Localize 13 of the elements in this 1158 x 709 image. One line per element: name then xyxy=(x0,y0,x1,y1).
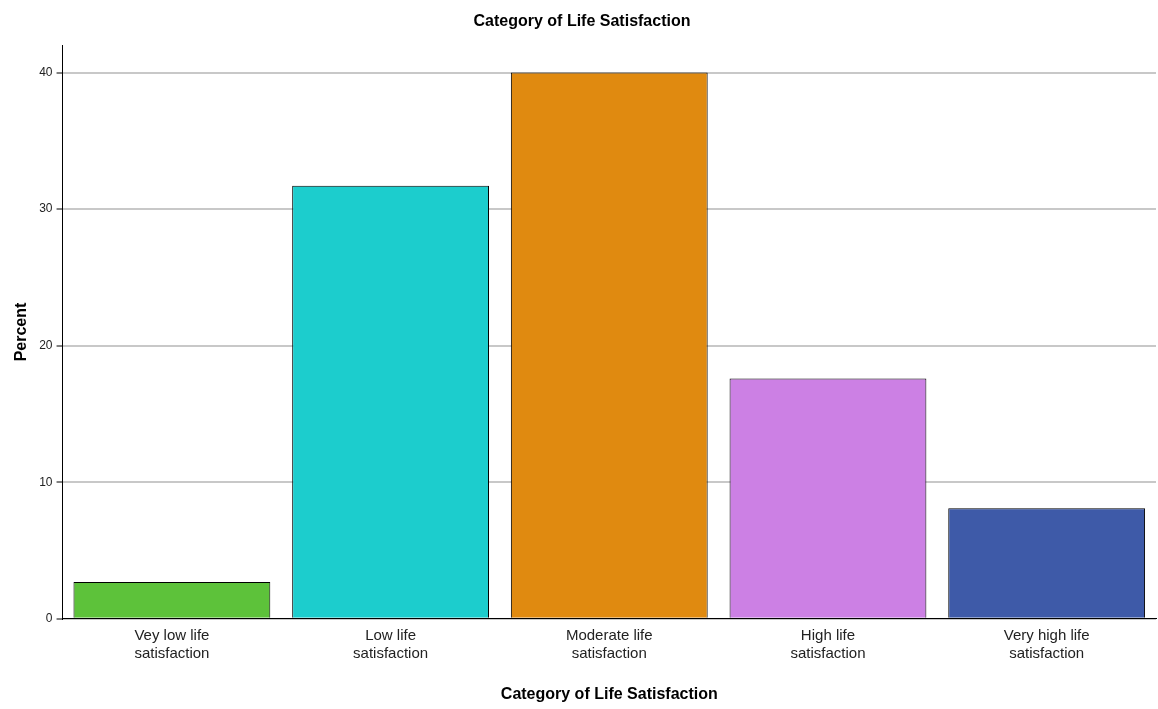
x-tick-label: Moderate life satisfaction xyxy=(565,625,653,661)
y-tick-label: 30 xyxy=(39,201,53,216)
y-tick-label: 40 xyxy=(39,64,53,79)
x-axis-title: Category of Life Satisfaction xyxy=(500,684,718,702)
y-tick-label: 0 xyxy=(45,611,53,626)
x-tick-label: Low life satisfaction xyxy=(353,625,429,661)
chart-title: Category of Life Satisfaction xyxy=(473,12,691,30)
y-tick-label: 20 xyxy=(39,337,53,352)
y-tick-label: 10 xyxy=(39,474,53,489)
x-tick-label: Vey low life satisfaction xyxy=(134,625,210,661)
y-axis-title: Percent xyxy=(12,301,30,362)
x-tick-label: Very high life satisfaction xyxy=(1003,625,1090,661)
x-tick-label: High life satisfaction xyxy=(790,625,866,661)
